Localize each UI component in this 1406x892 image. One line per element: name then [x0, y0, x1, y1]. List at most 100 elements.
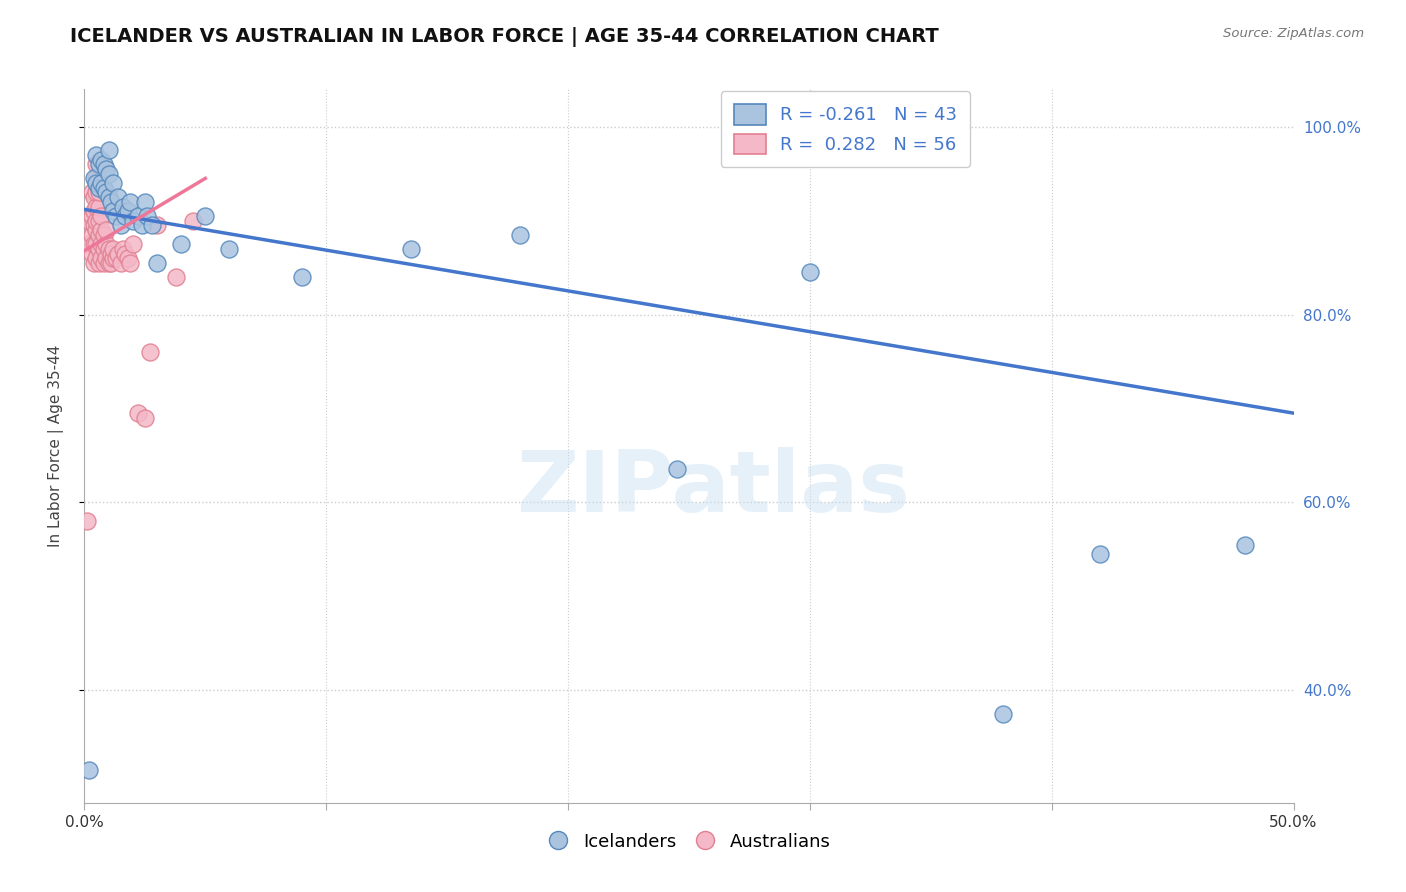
Point [1234, 538, 1257, 552]
Point [77, 237, 100, 252]
Point [127, 209, 149, 223]
Point [83, 204, 105, 219]
Point [103, 242, 125, 256]
Point [86, 223, 108, 237]
Point [107, 190, 129, 204]
Point [97, 167, 120, 181]
Point [97, 143, 120, 157]
Point [112, 242, 135, 256]
Point [83, 190, 105, 204]
Point [100, 256, 122, 270]
Point [94, 161, 117, 176]
Text: Source: ZipAtlas.com: Source: ZipAtlas.com [1223, 27, 1364, 40]
Point [120, 194, 142, 209]
Point [87, 181, 110, 195]
Point [77, 763, 100, 777]
Point [87, 213, 110, 227]
Point [181, 213, 204, 227]
Point [799, 265, 821, 279]
Point [100, 194, 122, 209]
Point [114, 209, 136, 223]
Point [90, 209, 112, 223]
Point [103, 251, 125, 265]
Point [86, 171, 108, 186]
Point [94, 186, 117, 200]
Point [165, 270, 187, 285]
Point [86, 200, 108, 214]
Point [110, 219, 132, 233]
Point [80, 227, 103, 242]
Point [87, 186, 110, 200]
Point [86, 157, 108, 171]
Point [90, 237, 112, 252]
Point [665, 462, 688, 476]
Point [86, 176, 108, 190]
Point [146, 256, 169, 270]
Point [121, 213, 143, 227]
Point [93, 227, 115, 242]
Legend: Icelanders, Australians: Icelanders, Australians [540, 826, 838, 858]
Point [83, 219, 105, 233]
Point [77, 213, 100, 227]
Point [134, 194, 156, 209]
Point [90, 176, 112, 190]
Point [1088, 547, 1111, 561]
Point [993, 706, 1015, 721]
Point [194, 209, 217, 223]
Point [93, 242, 115, 256]
Point [146, 219, 169, 233]
Point [117, 204, 139, 219]
Point [80, 209, 103, 223]
Point [117, 251, 139, 265]
Text: ICELANDER VS AUSTRALIAN IN LABOR FORCE | AGE 35-44 CORRELATION CHART: ICELANDER VS AUSTRALIAN IN LABOR FORCE |… [70, 27, 939, 46]
Point [86, 148, 108, 162]
Point [93, 181, 115, 195]
Point [87, 227, 110, 242]
Point [86, 213, 108, 227]
Point [86, 237, 108, 252]
Point [93, 157, 115, 171]
Point [114, 246, 136, 260]
Point [170, 237, 193, 252]
Point [87, 242, 110, 256]
Point [94, 251, 117, 265]
Point [87, 157, 110, 171]
Point [83, 171, 105, 186]
Point [104, 209, 127, 223]
Point [80, 186, 103, 200]
Point [97, 242, 120, 256]
Point [110, 256, 132, 270]
Point [83, 256, 105, 270]
Point [509, 227, 531, 242]
Point [134, 410, 156, 425]
Text: ZIPatlas: ZIPatlas [516, 447, 910, 531]
Point [136, 209, 159, 223]
Point [291, 270, 314, 285]
Point [399, 242, 422, 256]
Point [86, 251, 108, 265]
Point [104, 251, 127, 265]
Point [112, 200, 135, 214]
Point [121, 237, 143, 252]
Point [127, 406, 149, 420]
Point [90, 223, 112, 237]
Point [107, 246, 129, 260]
Point [86, 186, 108, 200]
Point [94, 223, 117, 237]
Point [93, 256, 115, 270]
Point [76, 514, 98, 528]
Point [97, 190, 120, 204]
Point [138, 345, 160, 359]
Point [120, 256, 142, 270]
Point [131, 219, 153, 233]
Point [90, 153, 112, 167]
Point [218, 242, 240, 256]
Point [90, 251, 112, 265]
Point [100, 246, 122, 260]
Point [103, 204, 125, 219]
Point [80, 246, 103, 260]
Point [87, 256, 110, 270]
Point [87, 200, 110, 214]
Point [103, 176, 125, 190]
Point [97, 256, 120, 270]
